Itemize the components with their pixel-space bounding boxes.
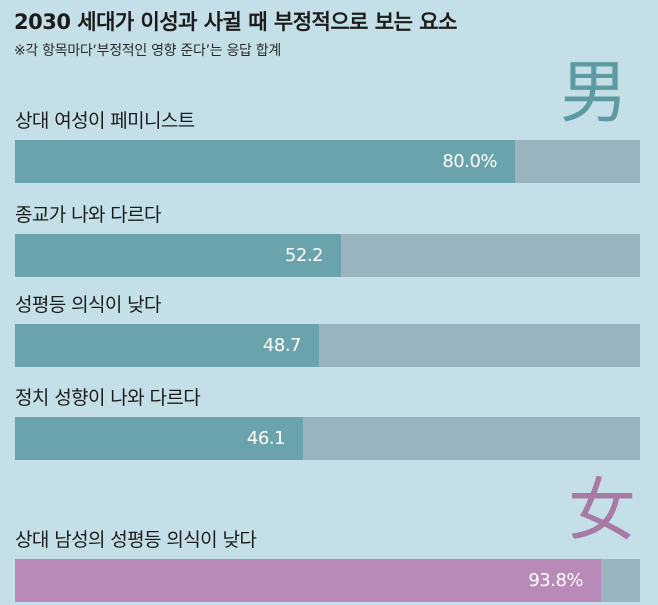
bar-value-label: 46.1 [246, 428, 286, 449]
bar-value-label: 93.8% [528, 570, 583, 591]
bar-value-label: 48.7 [262, 335, 302, 356]
male-mark: 男 [560, 54, 629, 133]
bar-label: 정치 성향이 나와 다르다 [15, 387, 201, 409]
female-mark: 女 [568, 472, 637, 551]
chart-subtitle: ※각 항목마다‘부정적인 영향 준다’는 응답 합계 [14, 43, 281, 59]
bar-label: 종교가 나와 다르다 [15, 204, 162, 226]
bar-track: 48.7 [15, 324, 640, 367]
bar-label: 성평등 의식이 낮다 [15, 294, 162, 316]
bar-fill [15, 324, 319, 367]
bar-track: 80.0% [15, 140, 640, 183]
bar-fill [15, 140, 515, 183]
bar-track: 46.1 [15, 417, 640, 460]
bar-fill [15, 417, 303, 460]
bar-item: 성평등 의식이 낮다 48.7 [15, 290, 640, 370]
bar-fill [15, 234, 341, 277]
bar-fill [15, 559, 601, 602]
bar-value-label: 52.2 [284, 245, 324, 266]
bar-label: 상대 남성의 성평등 의식이 낮다 [15, 529, 257, 551]
bar-track: 93.8% [15, 559, 640, 602]
bar-value-label: 80.0% [442, 151, 497, 172]
bar-track: 52.2 [15, 234, 640, 277]
bar-item: 상대 남성의 성평등 의식이 낮다 93.8% [15, 525, 640, 605]
chart-title: 2030 세대가 이성과 사귈 때 부정적으로 보는 요소 [14, 10, 457, 34]
bar-item: 상대 여성이 페미니스트 80.0% [15, 106, 640, 186]
bar-item: 종교가 나와 다르다 52.2 [15, 200, 640, 280]
bar-label: 상대 여성이 페미니스트 [15, 110, 195, 132]
bar-item: 정치 성향이 나와 다르다 46.1 [15, 383, 640, 463]
